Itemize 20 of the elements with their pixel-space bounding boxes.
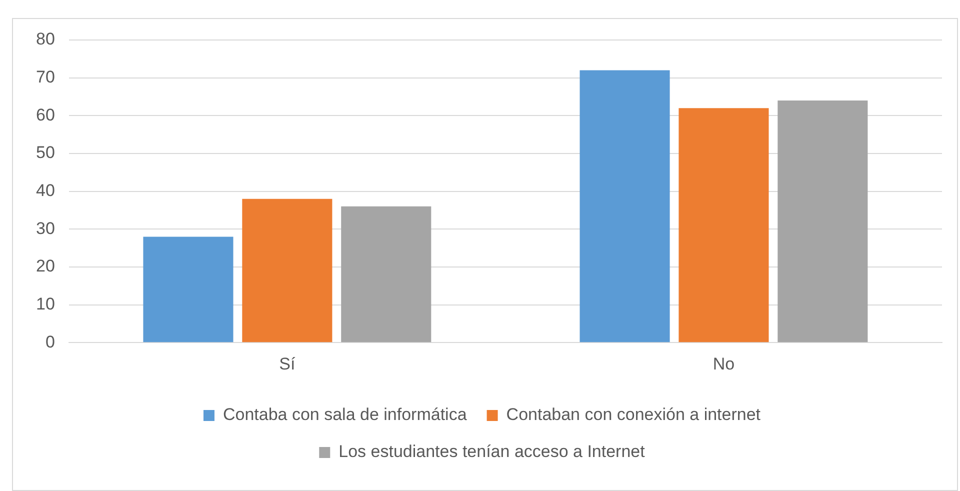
y-tick-label: 60 xyxy=(36,105,55,124)
x-tick-label: No xyxy=(712,354,735,374)
bar xyxy=(143,236,234,342)
y-tick-label: 20 xyxy=(36,256,55,276)
legend-label: Contaba con sala de informática xyxy=(222,405,468,424)
legend-label: Los estudiantes tenían acceso a Internet xyxy=(338,442,646,462)
y-tick-label: 80 xyxy=(36,30,55,49)
y-tick-label: 40 xyxy=(36,180,55,200)
y-tick-label: 50 xyxy=(36,143,55,162)
bar xyxy=(580,70,670,342)
y-tick-label: 30 xyxy=(36,218,55,238)
bar xyxy=(341,206,432,342)
bar xyxy=(242,198,332,342)
legend-label: Contaban con conexión a internet xyxy=(506,405,761,424)
y-tick-label: 10 xyxy=(36,294,55,314)
y-tick-label: 70 xyxy=(36,68,55,87)
x-tick-label: Sí xyxy=(279,354,296,374)
y-tick-label: 0 xyxy=(45,332,55,352)
bar xyxy=(678,108,769,342)
bar xyxy=(778,100,868,342)
